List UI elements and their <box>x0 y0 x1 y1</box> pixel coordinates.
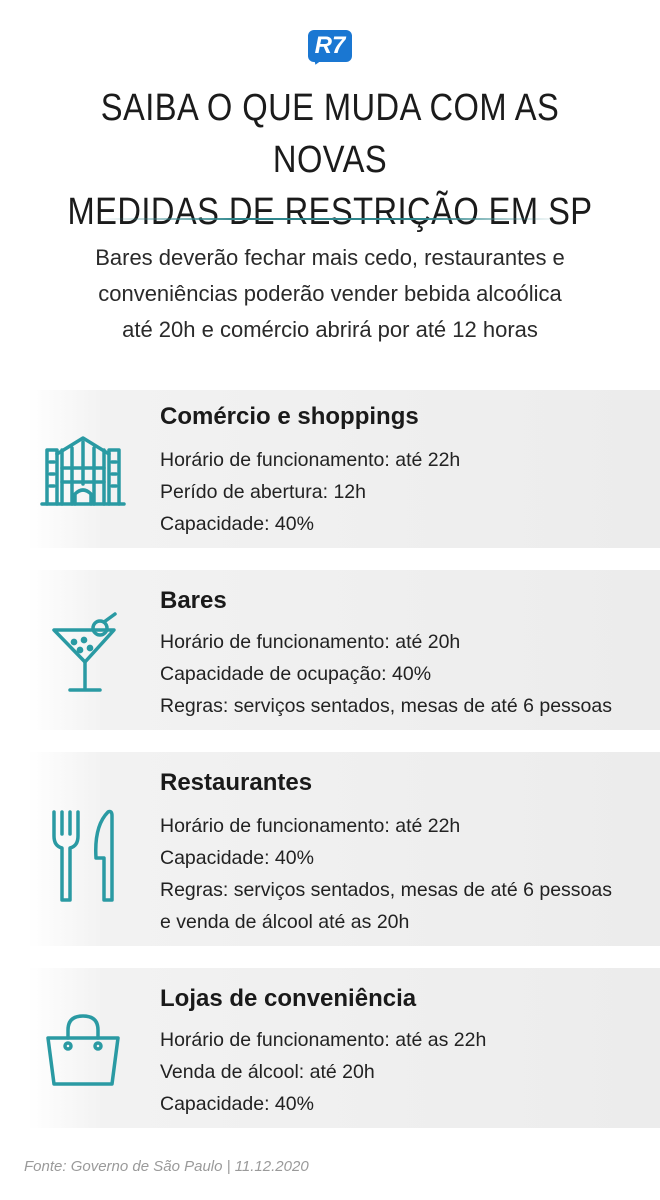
detail-line: Horário de funcionamento: até 20h <box>160 631 461 653</box>
detail-line: Horário de funcionamento: até 22h <box>160 815 461 837</box>
detail-line: Capacidade: 40% <box>160 513 314 535</box>
source-credit: Fonte: Governo de São Paulo | 11.12.2020 <box>24 1158 309 1175</box>
r7-logo: R7 <box>305 30 355 70</box>
cocktail-icon <box>38 608 128 698</box>
section-title: Comércio e shoppings <box>160 403 419 430</box>
subtitle-line-2: conveniências poderão vender bebida alco… <box>98 281 562 306</box>
detail-line: Capacidade de ocupação: 40% <box>160 663 432 685</box>
section-comercio: Comércio e shoppings Horário de funciona… <box>28 390 660 548</box>
subtitle-line-3: até 20h e comércio abrirá por até 12 hor… <box>122 317 538 342</box>
section-title: Restaurantes <box>160 769 313 796</box>
fork-knife-icon <box>38 806 128 902</box>
section-details: Horário de funcionamento: até 22h Capaci… <box>160 810 612 938</box>
detail-line: Capacidade: 40% <box>160 847 314 869</box>
detail-line: Regras: serviços sentados, mesas de até … <box>160 879 612 901</box>
subtitle: Bares deverão fechar mais cedo, restaura… <box>40 240 620 348</box>
detail-line: e venda de álcool até as 20h <box>160 911 410 933</box>
detail-line: Capacidade: 40% <box>160 1093 314 1115</box>
subtitle-line-1: Bares deverão fechar mais cedo, restaura… <box>95 245 565 270</box>
logo-text: R7 <box>314 32 346 59</box>
title-divider <box>100 218 560 220</box>
section-title: Bares <box>160 587 227 614</box>
detail-line: Perído de abertura: 12h <box>160 481 366 503</box>
section-restaurantes: Restaurantes Horário de funcionamento: a… <box>28 752 660 946</box>
building-icon <box>38 428 128 518</box>
section-title: Lojas de conveniência <box>160 985 417 1012</box>
detail-line: Venda de álcool: até 20h <box>160 1061 375 1083</box>
page-title: SAIBA O QUE MUDA COM AS NOVAS MEDIDAS DE… <box>46 82 614 238</box>
section-details: Horário de funcionamento: até 22h Perído… <box>160 444 460 540</box>
detail-line: Horário de funcionamento: até 22h <box>160 449 461 471</box>
section-bares: Bares Horário de funcionamento: até 20h … <box>28 570 660 730</box>
title-line-2: MEDIDAS DE RESTRIÇÃO EM SP <box>67 191 593 233</box>
detail-line: Regras: serviços sentados, mesas de até … <box>160 695 612 717</box>
section-details: Horário de funcionamento: até as 22h Ven… <box>160 1024 486 1120</box>
section-lojas: Lojas de conveniência Horário de funcion… <box>28 968 660 1128</box>
shopping-bag-icon <box>38 1004 128 1094</box>
title-line-1: SAIBA O QUE MUDA COM AS NOVAS <box>100 87 560 181</box>
detail-line: Horário de funcionamento: até as 22h <box>160 1029 487 1051</box>
section-details: Horário de funcionamento: até 20h Capaci… <box>160 626 612 722</box>
